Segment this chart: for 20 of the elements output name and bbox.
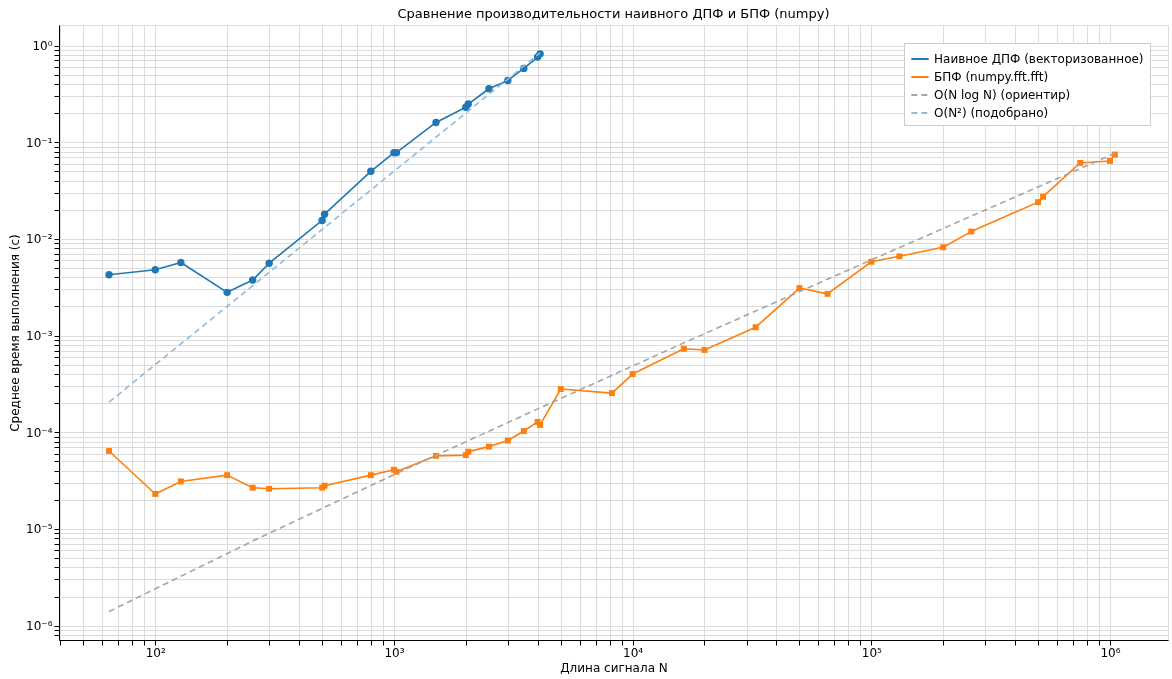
x-tick-label: 10⁴: [623, 645, 644, 660]
y-tick-label: 10⁻⁴: [26, 425, 53, 440]
y-tick-label: 10⁰: [32, 39, 53, 54]
y-tick-label: 10⁻³: [26, 329, 53, 344]
legend-label: Наивное ДПФ (векторизованное): [934, 52, 1144, 66]
x-tick-label: 10⁶: [1100, 645, 1121, 660]
x-tick-label: 10⁵: [861, 645, 883, 660]
x-tick-label: 10²: [145, 645, 167, 660]
y-tick-label: 10⁻²: [26, 232, 53, 247]
legend-label: O(N log N) (ориентир): [934, 88, 1071, 102]
legend-label: O(N²) (подобрано): [934, 106, 1049, 120]
chart-title: Сравнение производительности наивного ДПФ и БПФ (numpy): [397, 6, 830, 21]
y-axis-title: Среднее время выполнения (с): [8, 234, 23, 432]
y-tick-label: 10⁻⁵: [26, 522, 53, 537]
x-axis-title: Длина сигнала N: [560, 660, 668, 675]
y-tick-label: 10⁻¹: [26, 135, 53, 150]
y-tick-label: 10⁻⁶: [26, 619, 53, 634]
line-series: [108, 152, 1116, 613]
legend-label: БПФ (numpy.fft.fft): [934, 70, 1049, 84]
x-tick-label: 10³: [384, 645, 405, 660]
